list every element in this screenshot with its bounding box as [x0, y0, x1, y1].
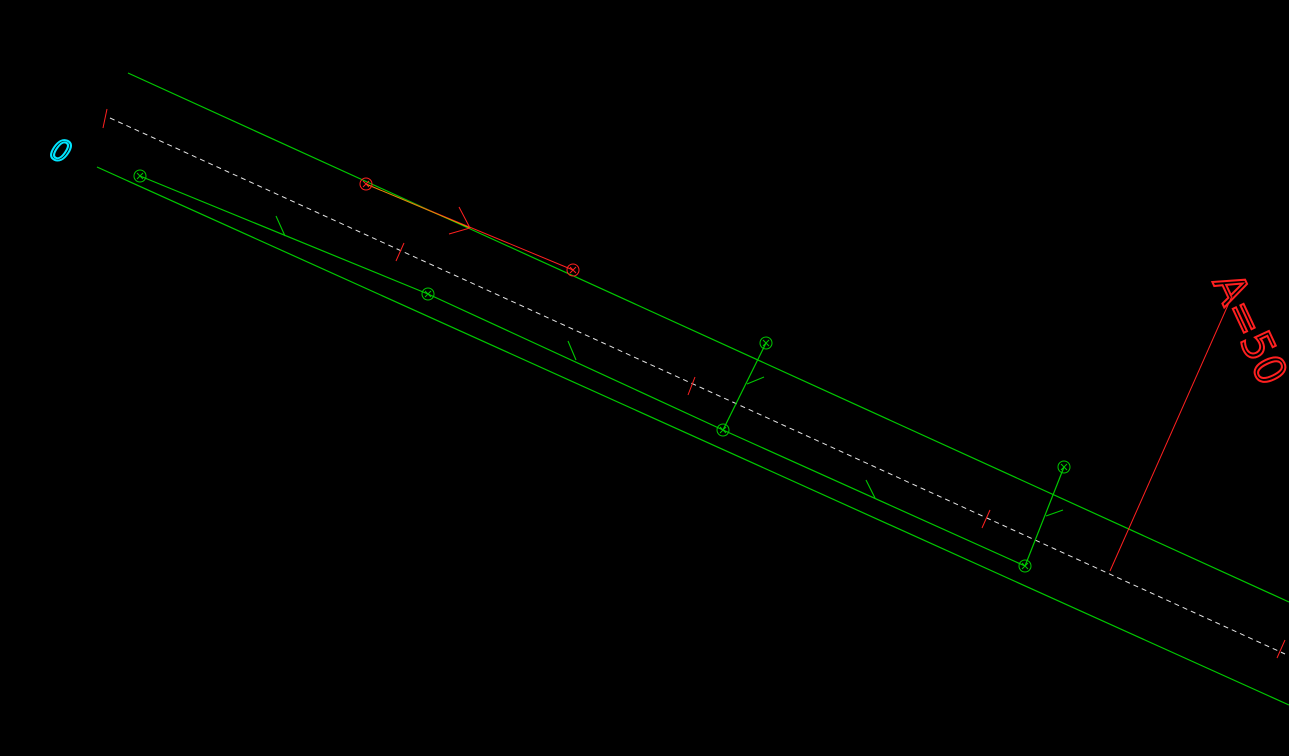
node-green [759, 336, 773, 350]
node-green [421, 287, 435, 301]
station-tick [102, 108, 108, 129]
station-tick [687, 376, 696, 396]
transverse-link-2[interactable] [1024, 466, 1065, 567]
lower-edge-line[interactable] [96, 166, 1289, 706]
upper-edge-line[interactable] [127, 72, 1289, 603]
direction-tick [275, 215, 286, 237]
direction-tick [1045, 509, 1064, 517]
radius-leader-line[interactable] [1109, 295, 1233, 572]
red-link-overlay [365, 183, 471, 229]
transverse-link-1[interactable] [722, 342, 767, 431]
node-green [716, 423, 730, 437]
direction-tick [865, 479, 876, 499]
direction-tick [746, 376, 765, 385]
node-red [359, 177, 373, 191]
node-green [133, 169, 147, 183]
station-tick [395, 242, 405, 262]
red-arrow-marker [448, 206, 471, 235]
direction-tick [567, 340, 577, 361]
node-green [1018, 559, 1032, 573]
station-ticks [102, 108, 1286, 659]
node-green [1057, 460, 1071, 474]
station-tick [1276, 639, 1286, 659]
node-markers[interactable] [133, 169, 1071, 573]
node-red [566, 263, 580, 277]
station-tick [981, 509, 991, 529]
green-direction-ticks [275, 215, 1064, 517]
